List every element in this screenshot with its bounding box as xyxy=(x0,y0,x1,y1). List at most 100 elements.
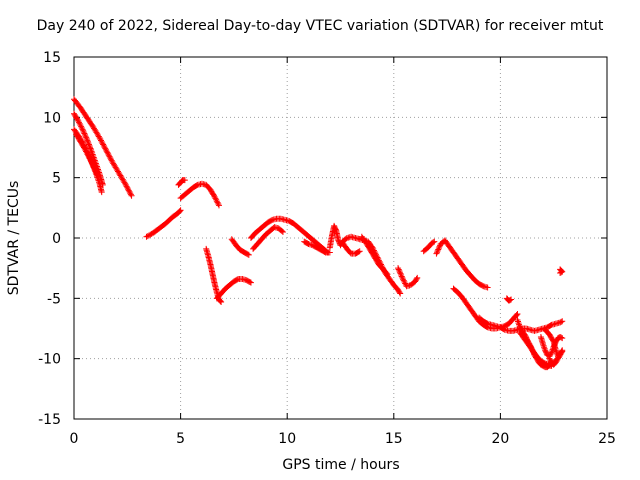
data-point xyxy=(93,170,100,177)
data-point xyxy=(83,136,90,143)
data-point xyxy=(77,122,84,129)
data-point xyxy=(80,129,87,136)
data-point xyxy=(332,226,339,233)
data-point xyxy=(247,279,254,286)
x-tick-label: 15 xyxy=(385,431,403,447)
data-point xyxy=(125,187,132,194)
data-point xyxy=(127,190,134,197)
data-point xyxy=(559,348,566,355)
data-points xyxy=(71,96,566,371)
series-arc-22 xyxy=(503,295,515,304)
data-point xyxy=(128,192,135,199)
data-point xyxy=(86,142,93,149)
series-arc-19 xyxy=(433,237,491,291)
data-point xyxy=(397,270,404,277)
data-point xyxy=(558,318,565,325)
data-point xyxy=(98,138,105,145)
data-point xyxy=(217,298,224,305)
data-point xyxy=(83,149,90,156)
series-arc-1 xyxy=(71,96,135,199)
data-point xyxy=(215,202,222,209)
data-point xyxy=(92,168,99,175)
data-point xyxy=(508,296,515,303)
data-point xyxy=(78,123,85,130)
series-arc-10 xyxy=(228,236,252,258)
data-point xyxy=(122,182,129,189)
data-point xyxy=(547,350,554,357)
data-point xyxy=(211,193,218,200)
data-point xyxy=(397,290,404,297)
x-tick-label: 0 xyxy=(70,431,79,447)
data-point xyxy=(84,137,91,144)
data-point xyxy=(484,284,491,291)
data-point xyxy=(78,124,85,131)
data-point xyxy=(435,245,442,252)
data-point xyxy=(90,162,97,169)
data-point xyxy=(84,138,91,145)
data-point xyxy=(213,198,220,205)
data-point xyxy=(506,297,513,304)
data-point xyxy=(399,274,406,281)
x-tick-label: 10 xyxy=(278,431,296,447)
data-point xyxy=(81,145,88,152)
data-point xyxy=(80,127,87,134)
data-point xyxy=(541,345,548,352)
data-point xyxy=(143,233,150,240)
y-tick-label: -5 xyxy=(47,291,61,307)
data-point xyxy=(89,161,96,168)
data-point xyxy=(92,166,99,173)
data-point xyxy=(559,318,566,325)
series-arc-15 xyxy=(339,239,363,257)
data-point xyxy=(384,271,391,278)
data-point xyxy=(74,116,81,123)
series-arc-12 xyxy=(250,224,286,252)
y-axis-label: SDTVAR / TECUs xyxy=(6,180,22,296)
data-point xyxy=(147,231,154,238)
data-point xyxy=(126,188,133,195)
data-point xyxy=(98,137,105,144)
y-tick-label: 15 xyxy=(43,50,61,66)
data-point xyxy=(398,272,405,279)
data-point xyxy=(86,144,93,151)
data-point xyxy=(559,335,566,342)
data-point xyxy=(94,172,101,179)
y-tick-label: 0 xyxy=(52,231,61,247)
data-point xyxy=(144,233,151,240)
data-point xyxy=(80,144,87,151)
data-point xyxy=(97,136,104,143)
data-point xyxy=(75,117,82,124)
data-point xyxy=(356,248,363,255)
data-point xyxy=(127,191,134,198)
series-arc-13 xyxy=(301,238,333,256)
data-point xyxy=(513,311,520,318)
series-arc-28 xyxy=(546,348,566,368)
data-point xyxy=(514,311,521,318)
data-point xyxy=(434,249,441,256)
data-point xyxy=(396,267,403,274)
grid-lines xyxy=(74,57,607,419)
data-point xyxy=(106,153,113,160)
data-point xyxy=(125,186,132,193)
chart-title: Day 240 of 2022, Sidereal Day-to-day VTE… xyxy=(36,18,604,34)
series-arc-4 xyxy=(73,131,101,179)
series-arc-5 xyxy=(143,207,184,240)
data-point xyxy=(558,334,565,341)
data-point xyxy=(83,134,90,141)
data-point xyxy=(76,120,83,127)
x-tick-labels: 0 5 10 15 20 25 xyxy=(70,431,616,447)
y-tick-label: 5 xyxy=(52,171,61,187)
data-point xyxy=(214,199,221,206)
series-arc-6 xyxy=(175,177,188,188)
data-point xyxy=(103,148,110,155)
data-point xyxy=(395,265,402,272)
data-point xyxy=(557,269,564,276)
x-tick-label: 25 xyxy=(598,431,616,447)
data-point xyxy=(514,318,521,325)
data-point xyxy=(101,144,108,151)
data-point xyxy=(396,269,403,276)
data-point xyxy=(122,180,129,187)
data-point xyxy=(83,148,90,155)
series-arc-14 xyxy=(326,222,404,297)
data-point xyxy=(215,201,222,208)
